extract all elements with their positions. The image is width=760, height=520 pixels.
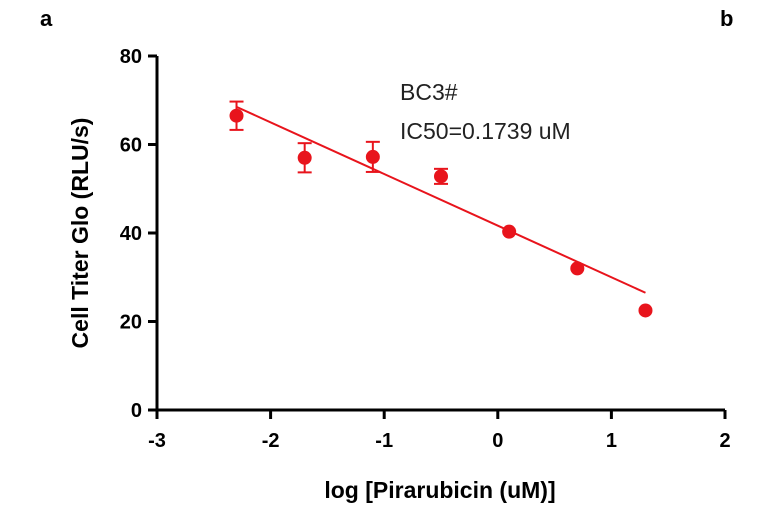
x-tick-label: -1 (375, 430, 393, 452)
y-axis-title: Cell Titer Glo (RLU/s) (67, 118, 93, 349)
data-point (434, 169, 448, 184)
x-tick-label: -2 (262, 430, 280, 452)
x-tick-label: -3 (148, 430, 166, 452)
data-point (638, 303, 653, 318)
data-point (297, 150, 312, 165)
y-tick-label: 80 (120, 46, 142, 68)
data-point (229, 108, 244, 123)
data-point (502, 224, 517, 239)
panel-label-b: b (720, 6, 733, 31)
y-tick-label: 20 (120, 312, 142, 334)
data-point (365, 149, 380, 164)
y-ticks: 0 20 40 60 80 (120, 46, 157, 422)
x-tick-label: 2 (719, 430, 730, 452)
x-axis-title: log [Pirarubicin (uM)] (324, 477, 555, 503)
x-tick-label: 0 (492, 430, 503, 452)
annotation-ic50: IC50=0.1739 uM (400, 118, 571, 144)
y-tick-label: 0 (131, 400, 142, 422)
x-ticks: -3 -2 -1 0 1 2 (148, 410, 731, 452)
panel-label-a: a (40, 6, 53, 31)
data-points (229, 100, 653, 318)
annotation-cell-line: BC3# (400, 79, 458, 105)
y-tick-label: 40 (120, 223, 142, 245)
y-tick-label: 60 (120, 135, 142, 157)
x-tick-label: 1 (606, 430, 617, 452)
data-point (570, 261, 585, 276)
